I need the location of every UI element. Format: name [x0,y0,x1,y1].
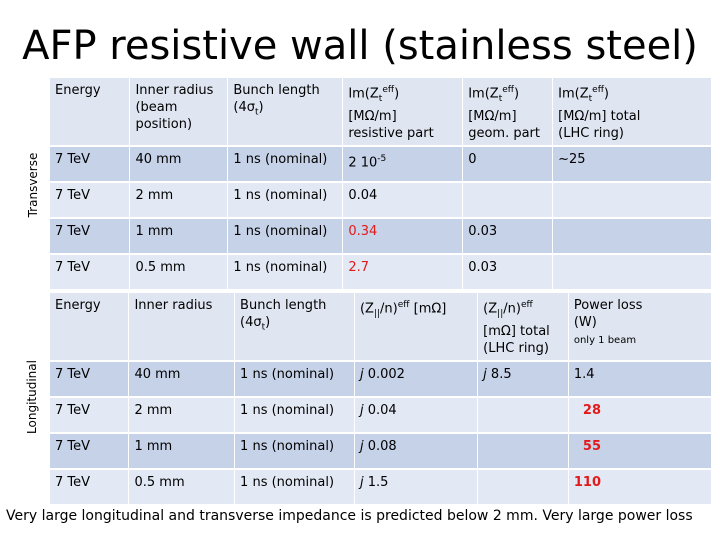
table-row: 7 TeV 2 mm 1 ns (nominal) j 0.04 28 [50,397,713,434]
table-row: 7 TeV 40 mm 1 ns (nominal) j 0.002 j 8.5… [50,361,713,398]
cell-radius: 40 mm [128,361,236,398]
cell-energy: 7 TeV [50,254,131,291]
cell-energy: 7 TeV [50,146,131,183]
cell-radius: 40 mm [129,146,229,183]
header-inner-radius: Inner radius (beam position) [129,78,229,147]
cell-bunch: 1 ns (nominal) [234,469,355,506]
cell-bunch: 1 ns (nominal) [234,433,355,470]
cell-radius: 1 mm [129,218,229,255]
cell-radius: 0.5 mm [129,254,229,291]
cell-resistive: 0.04 [342,182,464,219]
header-z-over-n: (Z||/n)eff [mΩ] [354,293,479,362]
transverse-table: Energy Inner radius (beam position) Bunc… [50,78,712,291]
table-row: 7 TeV 40 mm 1 ns (nominal) 2 10-5 0 ~25 [50,146,712,183]
cell-resistive: 2 10-5 [342,146,464,183]
header-energy: Energy [50,78,131,147]
cell-total: ~25 [552,146,712,183]
transverse-side-label: Transverse [26,152,40,218]
cell-total [552,254,712,291]
cell-resistive: 0.34 [342,218,464,255]
cell-z: j 0.04 [354,397,479,434]
cell-z-total [477,433,569,470]
cell-radius: 0.5 mm [128,469,236,506]
table-row: 7 TeV 0.5 mm 1 ns (nominal) j 1.5 110 [50,469,713,506]
header-im-geom: Im(Zteff) [MΩ/m] geom. part [462,78,554,147]
header-bunch-length: Bunch length (4σt) [234,293,355,362]
cell-z: j 0.08 [354,433,479,470]
cell-bunch: 1 ns (nominal) [227,146,344,183]
cell-bunch: 1 ns (nominal) [227,182,344,219]
header-energy: Energy [50,293,130,362]
cell-energy: 7 TeV [50,182,131,219]
cell-power: 55 [568,433,713,470]
cell-total [552,182,712,219]
cell-z: j 1.5 [354,469,479,506]
cell-power: 110 [568,469,713,506]
cell-energy: 7 TeV [50,397,130,434]
cell-energy: 7 TeV [50,218,131,255]
cell-radius: 2 mm [128,397,236,434]
cell-geom: 0.03 [462,218,554,255]
cell-bunch: 1 ns (nominal) [234,361,355,398]
table-header-row: Energy Inner radius (beam position) Bunc… [50,78,712,147]
header-im-resistive: Im(Zteff) [MΩ/m] resistive part [342,78,464,147]
cell-radius: 1 mm [128,433,236,470]
cell-power: 28 [568,397,713,434]
longitudinal-side-label: Longitudinal [25,360,39,434]
footer-note: Very large longitudinal and transverse i… [6,508,693,524]
cell-power: 1.4 [568,361,713,398]
cell-radius: 2 mm [129,182,229,219]
cell-resistive: 2.7 [342,254,464,291]
header-z-total: (Z||/n)eff [mΩ] total (LHC ring) [477,293,569,362]
cell-energy: 7 TeV [50,469,130,506]
longitudinal-table: Energy Inner radius Bunch length (4σt) (… [50,293,713,506]
cell-bunch: 1 ns (nominal) [227,218,344,255]
cell-total [552,218,712,255]
table-row: 7 TeV 1 mm 1 ns (nominal) 0.34 0.03 [50,218,712,255]
power-note: only 1 beam [573,335,637,346]
table-row: 7 TeV 0.5 mm 1 ns (nominal) 2.7 0.03 [50,254,712,291]
cell-geom [462,182,554,219]
cell-bunch: 1 ns (nominal) [227,254,344,291]
cell-geom: 0.03 [462,254,554,291]
cell-energy: 7 TeV [50,361,130,398]
cell-z-total: j 8.5 [477,361,569,398]
cell-z-total [477,469,569,506]
cell-geom: 0 [462,146,554,183]
header-bunch-length: Bunch length (4σt) [227,78,344,147]
table-row: 7 TeV 1 mm 1 ns (nominal) j 0.08 55 [50,433,713,470]
header-power-loss: Power loss (W) only 1 beam [568,293,713,362]
header-inner-radius: Inner radius [128,293,236,362]
header-im-total: Im(Zteff) [MΩ/m] total (LHC ring) [552,78,712,147]
table-row: 7 TeV 2 mm 1 ns (nominal) 0.04 [50,182,712,219]
slide-title: AFP resistive wall (stainless steel) [22,23,698,69]
cell-bunch: 1 ns (nominal) [234,397,355,434]
cell-z-total [477,397,569,434]
cell-z: j 0.002 [354,361,479,398]
table-header-row: Energy Inner radius Bunch length (4σt) (… [50,293,713,362]
cell-energy: 7 TeV [50,433,130,470]
